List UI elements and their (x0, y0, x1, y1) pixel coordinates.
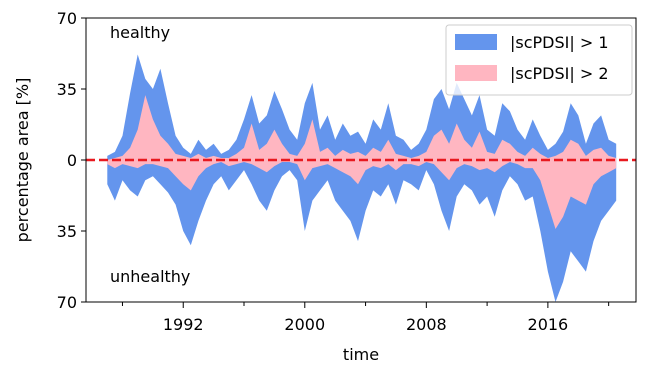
legend: |scPDSI| > 1 |scPDSI| > 2 (445, 24, 633, 96)
y-tick-label: 35 (57, 222, 77, 241)
x-axis: 1992 2000 2008 2016 (121, 302, 610, 334)
series-area-scpdsi-1 (107, 54, 617, 302)
legend-label-scpdsi-gt-2: |scPDSI| > 2 (510, 64, 609, 83)
x-tick-label: 2000 (284, 315, 325, 334)
y-axis: 70 35 0 35 70 (57, 9, 86, 312)
x-axis-label: time (343, 345, 379, 364)
x-tick-label: 2008 (406, 315, 447, 334)
unhealthy-annotation: unhealthy (110, 267, 190, 286)
y-tick-label: 0 (67, 151, 77, 170)
legend-swatch-scpdsi-gt-2 (455, 65, 497, 81)
y-tick-label: 70 (57, 293, 77, 312)
y-tick-label: 70 (57, 9, 77, 28)
legend-label-scpdsi-gt-1: |scPDSI| > 1 (510, 33, 609, 52)
x-tick-label: 1992 (163, 315, 204, 334)
x-tick-label: 2016 (528, 315, 569, 334)
series-layer (107, 54, 617, 302)
y-axis-label: percentage area [%] (13, 78, 32, 243)
legend-swatch-scpdsi-gt-1 (455, 34, 497, 50)
y-tick-label: 35 (57, 80, 77, 99)
healthy-annotation: healthy (110, 23, 170, 42)
series-area-scpdsi-2 (107, 95, 617, 229)
